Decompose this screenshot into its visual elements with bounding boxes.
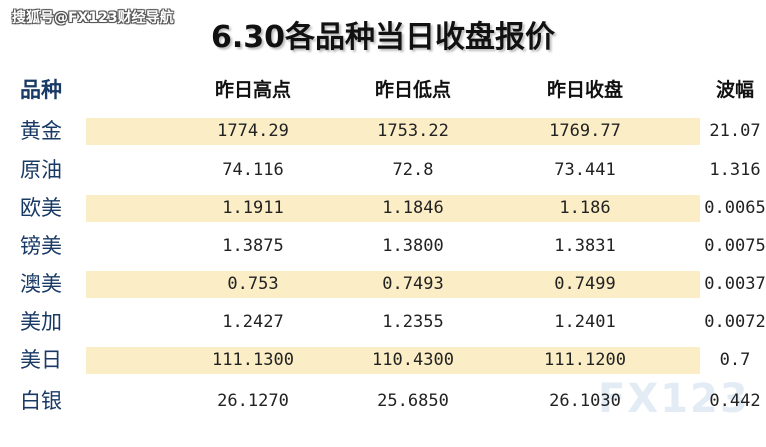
col-header-high: 昨日高点: [214, 79, 291, 101]
cell-range: 0.0037: [704, 274, 766, 294]
cell-high: 0.753: [227, 274, 279, 294]
row-label: 欧美: [20, 196, 62, 220]
col-header-close: 昨日收盘: [546, 79, 623, 101]
cell-low: 1753.22: [377, 121, 449, 141]
row-label: 美日: [20, 348, 62, 372]
row-label: 黄金: [20, 119, 62, 143]
table-row: 26.1270 25.6850 26.1030 0.442: [86, 388, 760, 415]
row-label: 原油: [20, 158, 62, 182]
cell-close: 1.2401: [554, 312, 616, 332]
cell-range: 21.07: [709, 121, 761, 141]
cell-range: 0.442: [709, 391, 761, 411]
cell-close: 1769.77: [549, 121, 621, 141]
table-row: 1.3875 1.3800 1.3831 0.0075: [86, 233, 765, 260]
page-title: 6.30各品种当日收盘报价: [210, 20, 556, 55]
cell-high: 1.1911: [222, 198, 284, 218]
cell-close: 26.1030: [549, 391, 621, 411]
cell-low: 110.4300: [372, 350, 454, 370]
row-label: 美加: [20, 310, 62, 334]
cell-range: 0.7: [719, 350, 751, 370]
table-row: 111.1300 110.4300 111.1200 0.7: [86, 347, 750, 374]
table-row: 1.2427 1.2355 1.2401 0.0072: [86, 309, 765, 336]
cell-high: 1.2427: [222, 312, 284, 332]
cell-close: 0.7499: [554, 274, 616, 294]
cell-low: 1.3800: [382, 236, 444, 256]
col-header-range: 波幅: [715, 79, 754, 101]
cell-low: 72.8: [392, 160, 434, 180]
row-label: 澳美: [20, 272, 62, 296]
cell-range: 1.316: [709, 160, 761, 180]
cell-range: 0.0075: [704, 236, 766, 256]
cell-high: 1.3875: [222, 236, 284, 256]
cell-low: 1.2355: [382, 312, 444, 332]
cell-range: 0.0072: [704, 312, 766, 332]
cell-low: 1.1846: [382, 198, 444, 218]
cell-range: 0.0065: [704, 198, 766, 218]
row-label: 镑美: [20, 234, 62, 258]
table-row: 1.1911 1.1846 1.186 0.0065: [86, 195, 766, 222]
table-header: 昨日高点 昨日低点 昨日收盘 波幅: [86, 77, 754, 104]
cell-high: 74.116: [222, 160, 284, 180]
table-row: 74.116 72.8 73.441 1.316: [86, 157, 760, 184]
table-row: 0.753 0.7493 0.7499 0.0037: [86, 271, 766, 298]
cell-low: 25.6850: [377, 391, 449, 411]
fx123-logo-watermark: FX123: [598, 376, 750, 422]
cell-high: 111.1300: [212, 350, 294, 370]
cell-low: 0.7493: [382, 274, 444, 294]
cell-close: 73.441: [554, 160, 616, 180]
cell-high: 26.1270: [217, 391, 289, 411]
table-row: 1774.29 1753.22 1769.77 21.07: [86, 118, 761, 145]
cell-high: 1774.29: [217, 121, 289, 141]
cell-close: 1.186: [559, 198, 611, 218]
row-label: 白银: [20, 389, 62, 413]
col-header-name: 品种: [20, 78, 62, 102]
source-watermark: 搜狐号@FX123财经导航: [12, 10, 174, 26]
cell-close: 1.3831: [554, 236, 616, 256]
cell-close: 111.1200: [544, 350, 626, 370]
col-header-low: 昨日低点: [374, 79, 451, 101]
